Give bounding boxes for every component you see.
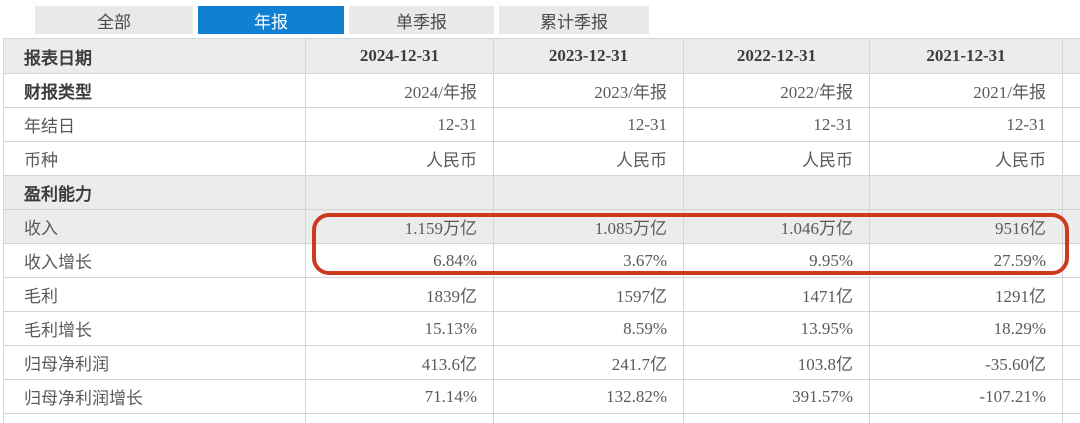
table-row-gross-profit-growth: 毛利增长 15.13% 8.59% 13.95% 18.29%: [3, 311, 1080, 346]
row-label: 毛利: [3, 277, 306, 312]
cell-value: 71.14%: [305, 379, 494, 414]
cell-value: 2024/年报: [305, 73, 494, 108]
cell-value: 人民币: [305, 141, 494, 176]
row-label: 财报类型: [3, 73, 306, 108]
partial-cell: [1062, 243, 1080, 278]
table-row-net-profit: 归母净利润 413.6亿 241.7亿 103.8亿 -35.60亿: [3, 345, 1080, 380]
cell-value: 15.13%: [305, 311, 494, 346]
row-label: 毛利增长: [3, 311, 306, 346]
cell-value: 13.95%: [683, 311, 870, 346]
cell-value: 人民币: [683, 141, 870, 176]
partial-cell: [1062, 175, 1080, 210]
cell-value: 人民币: [869, 141, 1063, 176]
cell-value: [683, 175, 870, 210]
cell-value: 1.159万亿: [305, 209, 494, 244]
partial-cell: [1062, 311, 1080, 346]
cell-value: 6.84%: [305, 243, 494, 278]
table-header-row: 报表日期 2024-12-31 2023-12-31 2022-12-31 20…: [3, 38, 1080, 74]
table-row-report-type: 财报类型 2024/年报 2023/年报 2022/年报 2021/年报: [3, 73, 1080, 108]
cell-value: [869, 175, 1063, 210]
cell-value: 1471亿: [683, 277, 870, 312]
cell-value: 27.59%: [869, 243, 1063, 278]
cell-value: 2022/年报: [683, 73, 870, 108]
cell-value: 132.82%: [493, 379, 684, 414]
partial-cell: [1062, 345, 1080, 380]
cell-value: 9516亿: [869, 209, 1063, 244]
table-row-gross-profit: 毛利 1839亿 1597亿 1471亿 1291亿: [3, 277, 1080, 312]
cell-value: 241.7亿: [493, 345, 684, 380]
cell-value: 391.57%: [683, 379, 870, 414]
table-row-net-profit-growth: 归母净利润增长 71.14% 132.82% 391.57% -107.21%: [3, 379, 1080, 414]
cell-value: 1839亿: [305, 277, 494, 312]
report-period-tabs: 全部 年报 单季报 累计季报: [35, 6, 649, 34]
cell-value: 3.67%: [493, 243, 684, 278]
partial-cell: [1062, 209, 1080, 244]
cell-value: 12-31: [493, 107, 684, 142]
column-header-date: 2022-12-31: [683, 38, 870, 74]
row-label: 币种: [3, 141, 306, 176]
cell-value: 1.085万亿: [493, 209, 684, 244]
cell-value: -107.21%: [869, 379, 1063, 414]
table-row-revenue-growth: 收入增长 6.84% 3.67% 9.95% 27.59%: [3, 243, 1080, 278]
cell-value: 103.8亿: [683, 345, 870, 380]
cell-value: 1.046万亿: [683, 209, 870, 244]
cell-value: 12-31: [869, 107, 1063, 142]
section-row-profitability: 盈利能力: [3, 175, 1080, 210]
column-header-date: 2023-12-31: [493, 38, 684, 74]
partial-cell: [1062, 73, 1080, 108]
cell-value: 2023/年报: [493, 73, 684, 108]
row-label: 收入增长: [3, 243, 306, 278]
section-label: 盈利能力: [3, 175, 306, 210]
row-label: 年结日: [3, 107, 306, 142]
row-label: 收入: [3, 209, 306, 244]
cell-value: -35.60亿: [869, 345, 1063, 380]
cell-value: 1597亿: [493, 277, 684, 312]
partial-cell: [1062, 38, 1080, 74]
table-row-revenue: 收入 1.159万亿 1.085万亿 1.046万亿 9516亿: [3, 209, 1080, 244]
tab-single-quarter[interactable]: 单季报: [349, 6, 494, 34]
tab-cumulative-quarter[interactable]: 累计季报: [499, 6, 649, 34]
cell-value: 8.59%: [493, 311, 684, 346]
cell-value: 413.6亿: [305, 345, 494, 380]
partial-cell: [1062, 379, 1080, 414]
header-report-date: 报表日期: [3, 38, 306, 74]
cell-value: 12-31: [305, 107, 494, 142]
tab-annual-report[interactable]: 年报: [198, 6, 344, 34]
partial-cell: [1062, 107, 1080, 142]
cell-value: 人民币: [493, 141, 684, 176]
cell-value: 18.29%: [869, 311, 1063, 346]
tab-all[interactable]: 全部: [35, 6, 193, 34]
row-label: 归母净利润: [3, 345, 306, 380]
cell-value: 1291亿: [869, 277, 1063, 312]
partial-bottom-row: [3, 413, 1080, 423]
cell-value: 9.95%: [683, 243, 870, 278]
partial-cell: [1062, 277, 1080, 312]
partial-cell: [1062, 141, 1080, 176]
financial-data-table: 报表日期 2024-12-31 2023-12-31 2022-12-31 20…: [3, 38, 1080, 423]
column-header-date: 2024-12-31: [305, 38, 494, 74]
table-row-currency: 币种 人民币 人民币 人民币 人民币: [3, 141, 1080, 176]
cell-value: [493, 175, 684, 210]
cell-value: [305, 175, 494, 210]
cell-value: 2021/年报: [869, 73, 1063, 108]
table-row-year-end: 年结日 12-31 12-31 12-31 12-31: [3, 107, 1080, 142]
column-header-date: 2021-12-31: [869, 38, 1063, 74]
row-label: 归母净利润增长: [3, 379, 306, 414]
cell-value: 12-31: [683, 107, 870, 142]
